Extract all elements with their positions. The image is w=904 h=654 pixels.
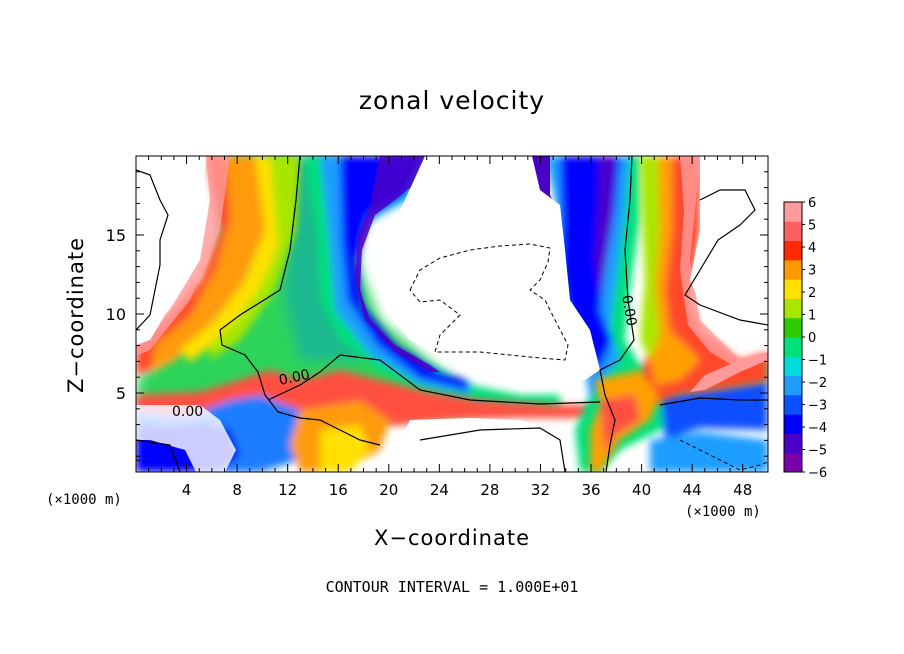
colorbar-segment xyxy=(784,279,802,299)
x-axis: 4 8 12 16 20 24 28 32 36 40 44 48 xyxy=(135,156,769,499)
colorbar-segment xyxy=(784,337,802,357)
chart-title: zonal velocity xyxy=(358,86,546,115)
y-tick-label: 15 xyxy=(106,226,126,245)
colorbar-label: 4 xyxy=(808,241,816,256)
colorbar-segment xyxy=(784,317,802,338)
x-tick-label: 32 xyxy=(531,481,550,499)
colorbar-segment xyxy=(784,414,802,434)
colorbar: 6 5 4 3 2 1 0 −1 −2 −3 −4 −5 −6 xyxy=(783,196,827,481)
x-tick-label: 12 xyxy=(278,481,297,499)
colorbar-segment xyxy=(784,221,802,242)
colorbar-label: 0 xyxy=(808,331,816,346)
x-tick-label: 24 xyxy=(430,481,449,499)
colorbar-label: 2 xyxy=(808,286,816,301)
contour-interval-note: CONTOUR INTERVAL = 1.000E+01 xyxy=(325,578,579,596)
colorbar-segment xyxy=(784,452,802,473)
colorbar-segment xyxy=(784,375,802,396)
colorbar-label: −1 xyxy=(808,354,827,369)
colorbar-segment xyxy=(784,356,802,377)
y-axis-label: Z−coordinate xyxy=(64,237,88,393)
colorbar-segment xyxy=(784,202,802,222)
x-tick-label: 36 xyxy=(581,481,600,499)
colorbar-segment xyxy=(784,433,802,454)
colorbar-label: −2 xyxy=(808,376,827,391)
colorbar-label: −6 xyxy=(808,466,827,481)
colorbar-segment xyxy=(784,298,802,319)
x-tick-label: 40 xyxy=(632,481,651,499)
contour-label-3: 0.00 xyxy=(618,294,639,327)
colorbar-segment xyxy=(784,240,802,261)
z-unit-label: (×1000 m) xyxy=(46,492,122,508)
y-tick-label: 10 xyxy=(106,305,126,324)
x-tick-label: 28 xyxy=(480,481,499,499)
contour-label-1: 0.00 xyxy=(172,404,203,420)
velocity-field: 0.00 0.00 0.00 xyxy=(136,156,768,472)
x-tick-label: 8 xyxy=(232,481,242,499)
colorbar-label: −4 xyxy=(808,421,827,436)
colorbar-label: 5 xyxy=(808,219,816,234)
x-tick-label: 16 xyxy=(329,481,348,499)
x-tick-label: 48 xyxy=(733,481,752,499)
colorbar-segment xyxy=(784,259,802,280)
x-tick-label: 44 xyxy=(683,481,702,499)
x-tick-label: 20 xyxy=(379,481,398,499)
colorbar-label: 1 xyxy=(808,309,816,324)
y-tick-label: 5 xyxy=(116,384,126,403)
x-axis-label: X−coordinate xyxy=(0,526,904,550)
contour-label-2: 0.00 xyxy=(278,367,312,389)
y-axis: 5 10 15 xyxy=(106,155,768,473)
x-axis-label-text: X−coordinate xyxy=(374,526,530,550)
colorbar-label: −5 xyxy=(808,444,827,459)
colorbar-segment xyxy=(784,394,802,415)
x-unit-label: (×1000 m) xyxy=(685,504,761,520)
x-tick-label: 4 xyxy=(182,481,192,499)
colorbar-label: 3 xyxy=(808,264,816,279)
colorbar-label: −3 xyxy=(808,399,827,414)
colorbar-label: 6 xyxy=(808,196,816,211)
